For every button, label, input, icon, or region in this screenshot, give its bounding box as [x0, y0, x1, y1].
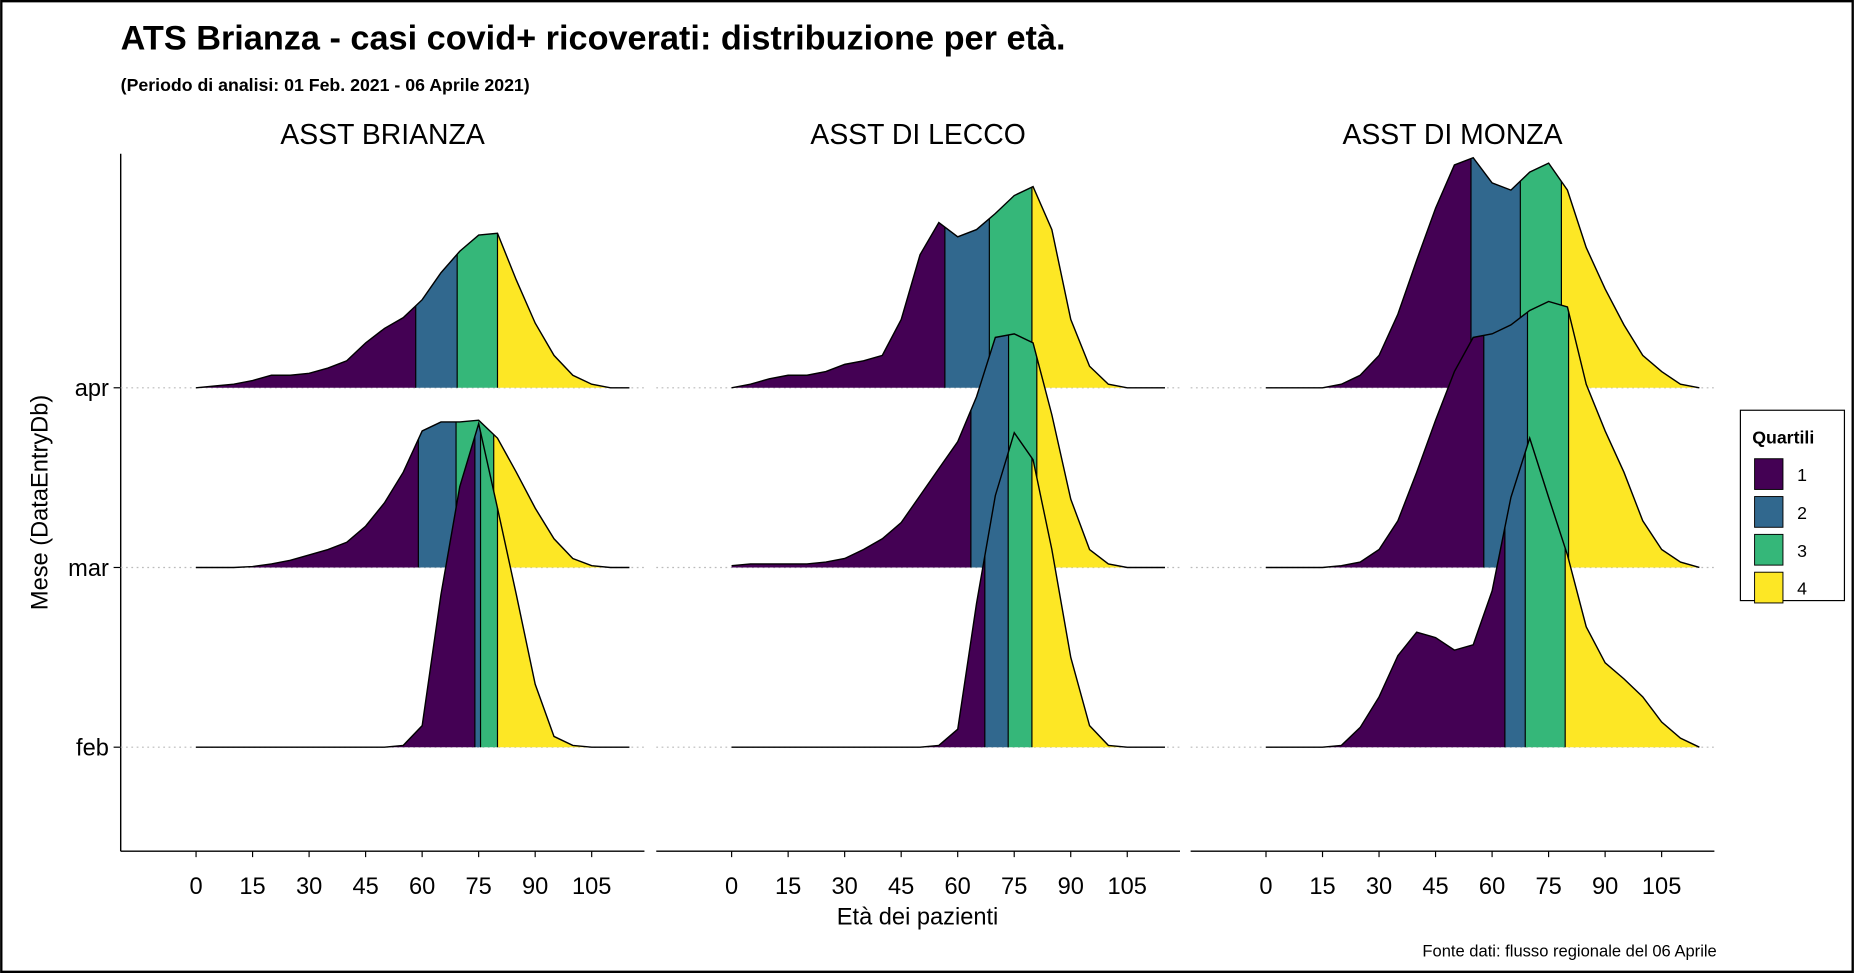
quartile-area	[418, 421, 457, 568]
legend-label: 3	[1797, 541, 1807, 561]
quartile-area	[944, 218, 990, 388]
quartile-area	[1031, 186, 1165, 388]
quartile-area	[1561, 181, 1700, 388]
quartile-area	[196, 439, 419, 568]
legend-swatch	[1754, 496, 1784, 528]
quartile-area	[1008, 432, 1032, 748]
density-line	[1265, 300, 1700, 569]
quartile-area	[731, 222, 945, 388]
x-tick-label: 60	[945, 874, 971, 900]
x-tick-label: 0	[189, 874, 202, 900]
quartile-area	[1036, 357, 1165, 568]
legend-title: Quartili	[1752, 427, 1814, 447]
quartile-area	[497, 233, 630, 388]
source-note: Fonte dati: flusso regionale del 06 Apri…	[1422, 941, 1716, 960]
quartile-area	[1031, 458, 1165, 748]
x-tick-label: 105	[572, 874, 611, 900]
legend-label: 1	[1797, 465, 1807, 485]
legend-label: 4	[1797, 579, 1807, 599]
density-line	[731, 431, 1165, 748]
quartile-area	[457, 233, 498, 388]
density-line	[1265, 435, 1700, 748]
x-tick-label: 30	[296, 874, 322, 900]
y-tick-label: mar	[68, 556, 109, 582]
density-line	[731, 333, 1165, 569]
x-tick-label: 75	[1535, 874, 1561, 900]
quartile-area	[196, 305, 416, 388]
quartile-area	[1525, 438, 1566, 748]
x-axis-label: Età dei pazienti	[837, 905, 999, 931]
density-line	[196, 419, 630, 569]
x-tick-label: 45	[888, 874, 914, 900]
quartile-area	[731, 410, 971, 568]
density-line	[1265, 156, 1700, 389]
quartile-area	[1565, 548, 1700, 748]
x-tick-label: 90	[522, 874, 548, 900]
quartile-area	[1266, 527, 1505, 748]
quartile-area	[1568, 311, 1700, 568]
x-tick-label: 15	[1309, 874, 1335, 900]
x-tick-label: 30	[832, 874, 858, 900]
x-tick-label: 60	[1479, 874, 1505, 900]
x-tick-label: 90	[1058, 874, 1084, 900]
legend-swatch	[1754, 533, 1784, 566]
quartile-area	[497, 508, 630, 748]
x-tick-label: 90	[1592, 874, 1618, 900]
quartile-area	[480, 432, 498, 748]
panel-title: ASST DI MONZA	[1342, 119, 1562, 151]
chart-subtitle: (Periodo di analisi: 01 Feb. 2021 - 06 A…	[121, 75, 530, 95]
density-line	[195, 232, 630, 389]
quartile-area	[1504, 452, 1526, 748]
x-tick-label: 45	[1422, 874, 1448, 900]
x-tick-label: 45	[352, 874, 378, 900]
x-tick-label: 105	[1642, 874, 1681, 900]
x-tick-label: 15	[775, 874, 801, 900]
x-tick-label: 30	[1366, 874, 1392, 900]
x-tick-label: 15	[239, 874, 265, 900]
quartile-area	[415, 254, 458, 388]
x-tick-label: 60	[409, 874, 435, 900]
quartile-area	[493, 434, 630, 568]
x-tick-label: 0	[725, 874, 738, 900]
panel-title: ASST BRIANZA	[280, 119, 484, 151]
quartile-area	[731, 555, 985, 748]
x-tick-label: 75	[466, 874, 492, 900]
density-line	[196, 420, 630, 748]
legend-swatch	[1754, 571, 1784, 604]
y-tick-label: feb	[76, 735, 109, 761]
chart-title: ATS Brianza - casi covid+ ricoverati: di…	[121, 20, 1066, 58]
legend-swatch	[1754, 458, 1784, 490]
quartile-area	[1266, 158, 1471, 388]
panel-title: ASST DI LECCO	[810, 119, 1025, 151]
x-tick-label: 75	[1001, 874, 1027, 900]
density-line	[731, 185, 1165, 389]
legend-label: 2	[1797, 503, 1807, 523]
quartile-area	[474, 423, 481, 748]
quartile-area	[1266, 335, 1484, 568]
y-axis-label: Mese (DataEntryDb)	[27, 395, 53, 610]
x-tick-label: 0	[1259, 874, 1272, 900]
quartile-area	[196, 436, 475, 748]
x-tick-label: 105	[1108, 874, 1147, 900]
y-tick-label: apr	[75, 376, 109, 402]
